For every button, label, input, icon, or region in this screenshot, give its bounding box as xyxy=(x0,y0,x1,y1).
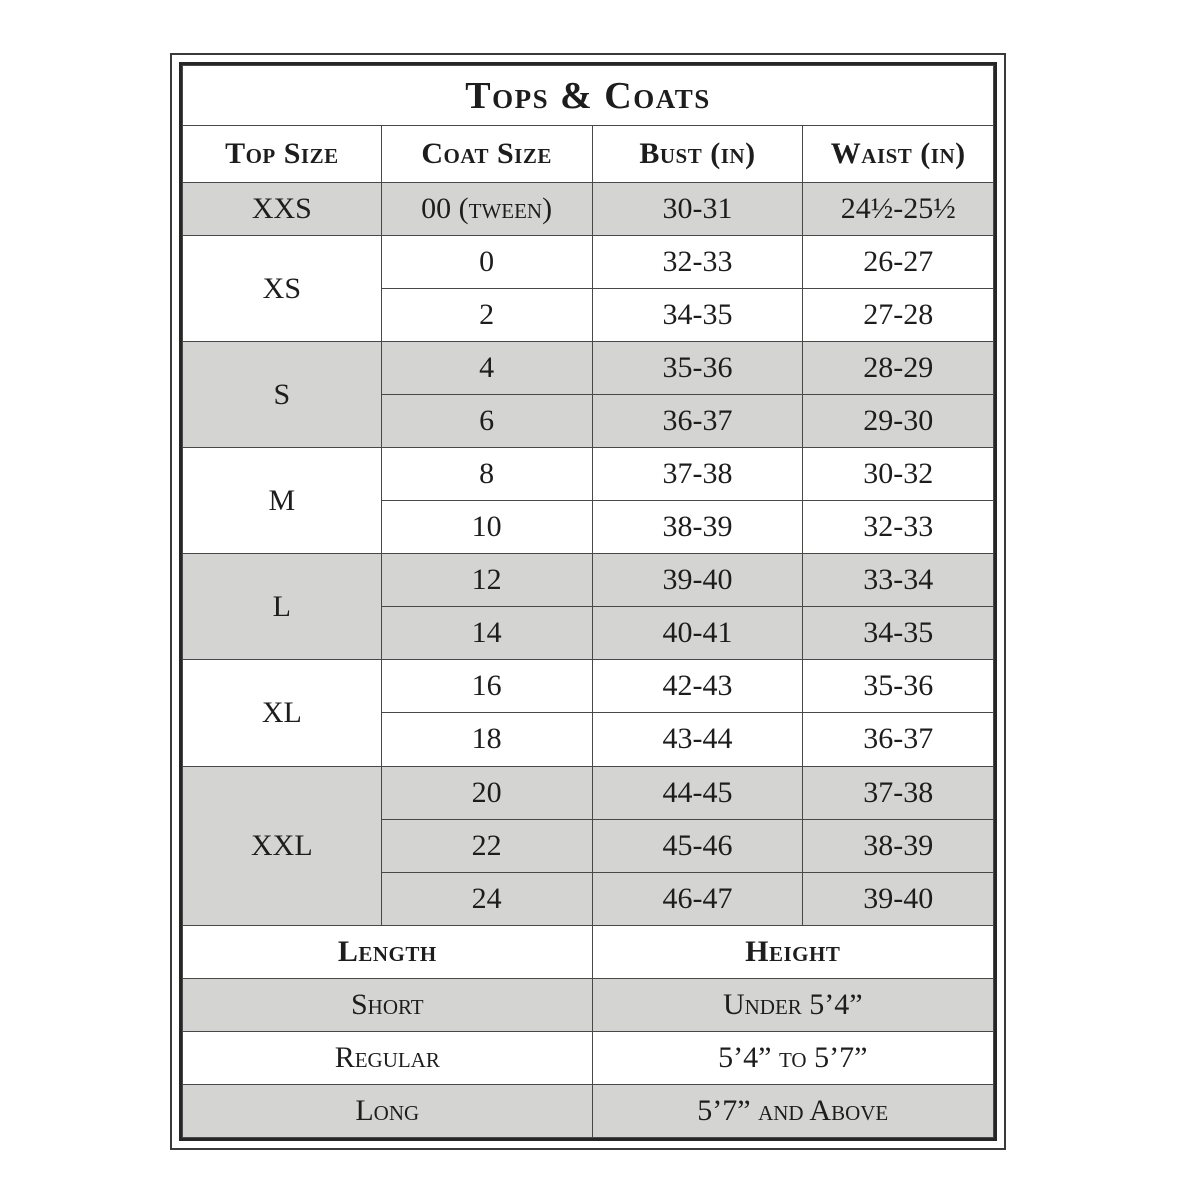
waist-cell: 30-32 xyxy=(802,447,994,502)
coat-size-cell: 14 xyxy=(380,606,593,661)
length-section: Length Height xyxy=(182,924,995,979)
waist-cell: 37-38 xyxy=(802,765,994,820)
waist-cell: 39-40 xyxy=(802,871,994,926)
coat-size-cell: 0 xyxy=(380,235,593,290)
column-header-top-size: Top Size xyxy=(182,125,382,183)
size-table-body: XXS 00 (tween) 30-31 24½-25½ XS 0 32-33 26-27 2 3… xyxy=(182,181,994,926)
size-row: XXS 00 (tween) 30-31 24½-25½ xyxy=(182,181,994,237)
top-size-cell: XL xyxy=(182,659,382,767)
size-chart-table: Tops & Coats Top Size Coat Size Bust (in… xyxy=(182,65,995,1139)
chart-inner-frame: Tops & Coats Top Size Coat Size Bust (in… xyxy=(179,62,997,1141)
bust-cell: 37-38 xyxy=(591,447,804,502)
height-header: Height xyxy=(591,924,995,979)
bust-cell: 40-41 xyxy=(591,606,804,661)
title-row: Tops & Coats xyxy=(182,65,994,126)
bust-cell: 45-46 xyxy=(591,818,804,873)
coat-size-cell: 6 xyxy=(380,394,593,449)
length-row: Long 5’7” and Above xyxy=(182,1083,995,1139)
bust-cell: 36-37 xyxy=(591,394,804,449)
waist-cell: 24½-25½ xyxy=(802,181,994,237)
size-row: M 8 37-38 30-32 xyxy=(182,447,994,555)
column-header-row: Top Size Coat Size Bust (in) Waist (in) xyxy=(182,125,994,183)
coat-size-cell: 10 xyxy=(380,500,593,555)
size-row: 6 36-37 29-30 xyxy=(183,394,994,449)
size-row: 14 40-41 34-35 xyxy=(183,606,994,661)
coat-size-cell: 24 xyxy=(380,871,593,926)
waist-cell: 32-33 xyxy=(802,500,994,555)
size-row: XXL 20 44-45 37-38 xyxy=(182,765,994,926)
chart-outer-frame: Tops & Coats Top Size Coat Size Bust (in… xyxy=(170,53,1006,1150)
bust-cell: 43-44 xyxy=(591,712,804,767)
length-header: Length xyxy=(182,924,593,979)
top-size-cell: XS xyxy=(182,235,382,343)
height-cell: Under 5’4” xyxy=(591,977,995,1032)
waist-cell: 35-36 xyxy=(802,659,994,714)
bust-cell: 32-33 xyxy=(591,235,804,290)
coat-size-cell: 00 (tween) xyxy=(380,181,593,237)
bust-cell: 44-45 xyxy=(591,765,804,820)
bust-cell: 42-43 xyxy=(591,659,804,714)
size-row: 18 43-44 36-37 xyxy=(183,712,994,767)
coat-size-cell: 16 xyxy=(380,659,593,714)
height-cell: 5’4” to 5’7” xyxy=(591,1030,995,1085)
waist-cell: 28-29 xyxy=(802,341,994,396)
bust-cell: 30-31 xyxy=(591,181,804,237)
coat-size-cell: 8 xyxy=(380,447,593,502)
size-row: 24 46-47 39-40 xyxy=(183,871,994,926)
waist-cell: 34-35 xyxy=(802,606,994,661)
coat-size-cell: 2 xyxy=(380,288,593,343)
size-row: XS 0 32-33 26-27 xyxy=(182,235,994,343)
column-header-waist: Waist (in) xyxy=(802,125,994,183)
length-row: Regular 5’4” to 5’7” xyxy=(182,1030,995,1085)
top-size-cell: XXL xyxy=(182,765,382,926)
coat-size-cell: 12 xyxy=(380,553,593,608)
bust-cell: 34-35 xyxy=(591,288,804,343)
column-header-coat-size: Coat Size xyxy=(380,125,593,183)
coat-size-cell: 20 xyxy=(380,765,593,820)
page-title: Tops & Coats xyxy=(182,65,994,126)
coat-size-cell: 18 xyxy=(380,712,593,767)
size-row: XL 16 42-43 35-36 xyxy=(182,659,994,767)
waist-cell: 38-39 xyxy=(802,818,994,873)
length-cell: Short xyxy=(182,977,593,1032)
bust-cell: 38-39 xyxy=(591,500,804,555)
waist-cell: 26-27 xyxy=(802,235,994,290)
length-cell: Long xyxy=(182,1083,593,1139)
bust-cell: 39-40 xyxy=(591,553,804,608)
length-header-row: Length Height xyxy=(182,924,995,979)
height-cell: 5’7” and Above xyxy=(591,1083,995,1139)
length-cell: Regular xyxy=(182,1030,593,1085)
bust-cell: 35-36 xyxy=(591,341,804,396)
coat-size-cell: 4 xyxy=(380,341,593,396)
size-row: 10 38-39 32-33 xyxy=(183,500,994,555)
length-rows: Short Under 5’4” Regular 5’4” to 5’7” Long 5’… xyxy=(182,977,995,1139)
length-row: Short Under 5’4” xyxy=(182,977,995,1032)
top-size-cell: S xyxy=(182,341,382,449)
top-size-cell: XXS xyxy=(182,181,382,237)
size-row: 22 45-46 38-39 xyxy=(183,818,994,873)
top-size-cell: L xyxy=(182,553,382,661)
waist-cell: 27-28 xyxy=(802,288,994,343)
waist-cell: 29-30 xyxy=(802,394,994,449)
waist-cell: 33-34 xyxy=(802,553,994,608)
size-row: L 12 39-40 33-34 xyxy=(182,553,994,661)
top-size-cell: M xyxy=(182,447,382,555)
size-row: S 4 35-36 28-29 xyxy=(182,341,994,449)
waist-cell: 36-37 xyxy=(802,712,994,767)
size-row: 2 34-35 27-28 xyxy=(183,288,994,343)
coat-size-cell: 22 xyxy=(380,818,593,873)
bust-cell: 46-47 xyxy=(591,871,804,926)
column-header-bust: Bust (in) xyxy=(591,125,804,183)
